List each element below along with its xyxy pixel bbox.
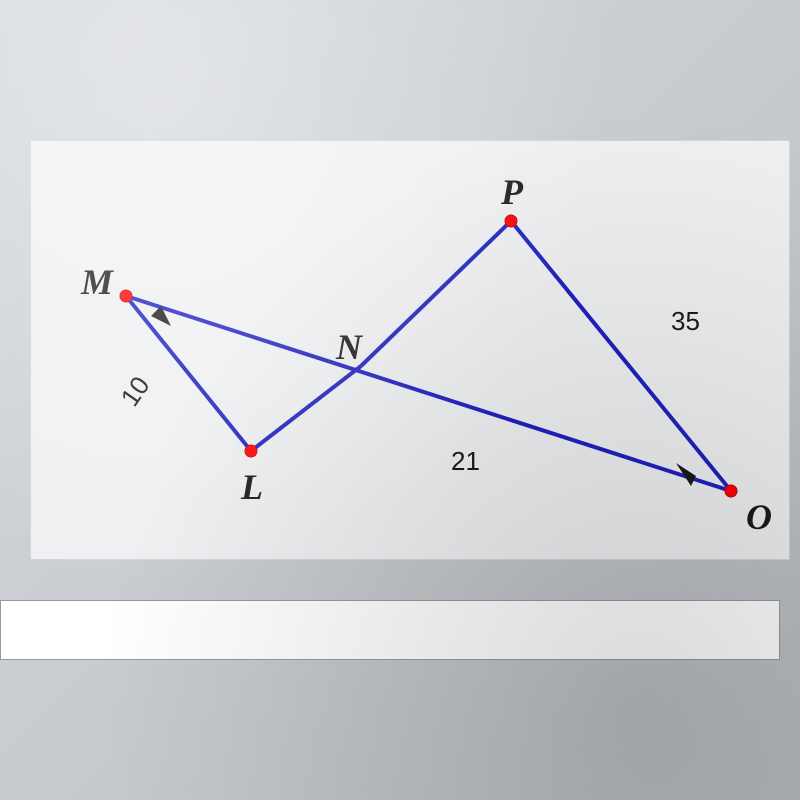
vertex-P <box>505 215 517 227</box>
geometry-diagram: P M N L O 10 21 35 <box>31 141 789 559</box>
edge-LN <box>251 366 361 451</box>
edge-label-35: 35 <box>671 306 700 337</box>
label-P: P <box>501 171 523 213</box>
diagram-svg <box>31 141 791 561</box>
label-O: O <box>746 496 772 538</box>
label-M: M <box>81 261 113 303</box>
edge-ML <box>126 296 251 451</box>
label-L: L <box>241 466 263 508</box>
edge-MO <box>126 296 731 491</box>
vertex-M <box>120 290 132 302</box>
edge-NP <box>361 221 511 366</box>
edge-PO <box>511 221 731 491</box>
diagram-panel: P M N L O 10 21 35 <box>30 140 790 560</box>
edge-label-21: 21 <box>451 446 480 477</box>
vertex-O <box>725 485 737 497</box>
vertex-L <box>245 445 257 457</box>
answer-input[interactable] <box>0 600 780 660</box>
label-N: N <box>336 326 362 368</box>
